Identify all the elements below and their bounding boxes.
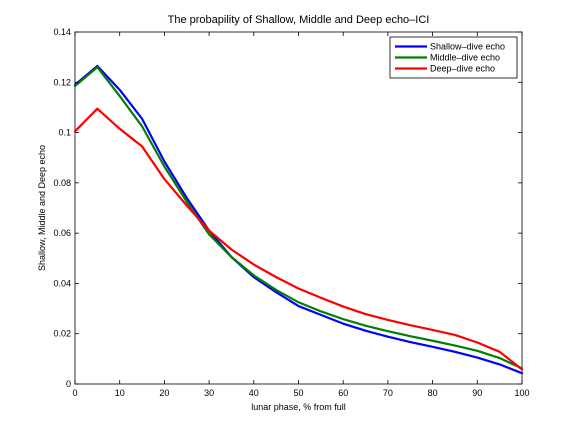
chart-title: The probapility of Shallow, Middle and D…: [168, 14, 430, 26]
x-tick-label: 60: [338, 388, 348, 398]
x-tick-label: 40: [249, 388, 259, 398]
y-tick-label: 0.06: [53, 228, 71, 238]
x-tick-label: 70: [383, 388, 393, 398]
x-axis-label: lunar phase, % from full: [251, 402, 346, 412]
x-tick-label: 30: [204, 388, 214, 398]
x-tick-label: 100: [514, 388, 529, 398]
series-layer: [73, 64, 524, 375]
y-tick-label: 0.12: [53, 77, 71, 87]
y-tick-label: 0.04: [53, 278, 71, 288]
x-tick-label: 90: [472, 388, 482, 398]
plot-area: [74, 31, 523, 385]
series-line-1: [73, 64, 524, 375]
y-tick-label: 0.08: [53, 178, 71, 188]
legend-label: Shallow–dive echo: [430, 42, 505, 52]
y-tick-label: 0.14: [53, 27, 71, 37]
y-tick-label: 0.1: [58, 128, 71, 138]
x-tick-label: 20: [159, 388, 169, 398]
tick-layer: 0 10 20 30 40 50 60 70 80 90 100 0 0.02 0.04 0.06 0.08 0…: [53, 27, 529, 398]
series-line-3: [73, 107, 524, 371]
y-axis-label: Shallow, Middle and Deep echo: [37, 145, 47, 271]
x-tick-label: 0: [72, 388, 77, 398]
x-tick-label: 10: [115, 388, 125, 398]
x-tick-label: 50: [293, 388, 303, 398]
series-line-2: [73, 66, 524, 370]
legend-label: Deep–dive echo: [430, 64, 495, 74]
legend-label: Middle–dive echo: [430, 53, 500, 63]
x-tick-label: 80: [428, 388, 438, 398]
y-tick-label: 0.02: [53, 329, 71, 339]
y-tick-label: 0: [66, 379, 71, 389]
